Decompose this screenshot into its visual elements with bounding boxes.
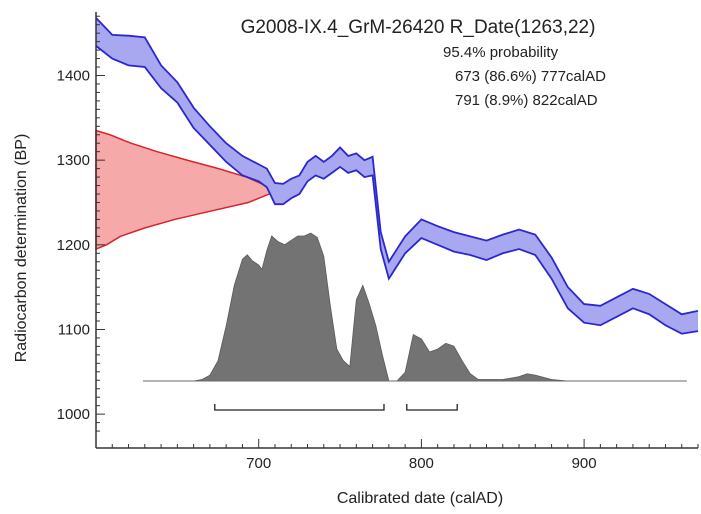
axes: 1000 1100 1200 1300 1400 700 800 900: [57, 12, 699, 472]
y-tick-label: 1400: [57, 67, 90, 84]
probability-range-brackets: [214, 404, 458, 411]
calibration-curve-upper: [95, 17, 699, 316]
chart-title: G2008-IX.4_GrM-26420 R_Date(1263,22): [241, 17, 596, 38]
x-tick-label: 900: [572, 455, 597, 472]
x-tick-label: 800: [409, 455, 434, 472]
y-tick-label: 1100: [58, 321, 90, 338]
range-bracket-1: [214, 404, 385, 411]
probability-header: 95.4% probability: [443, 44, 559, 61]
calibration-curve-lower: [95, 45, 699, 335]
calibrated-distribution: [143, 232, 687, 382]
y-tick-label: 1000: [57, 406, 90, 423]
probability-range-1: 673 (86.6%) 777calAD: [455, 68, 606, 85]
calibrated-distribution-area: [143, 232, 687, 382]
x-tick-label: 700: [246, 455, 271, 472]
y-tick-label: 1200: [57, 237, 90, 254]
probability-range-2: 791 (8.9%) 822calAD: [455, 92, 598, 109]
calibration-curve-fill: [96, 17, 698, 334]
range-bracket-2: [406, 404, 458, 411]
calibration-curve-band: [95, 17, 699, 335]
x-axis-label: Calibrated date (calAD): [337, 490, 503, 507]
y-tick-label: 1300: [57, 152, 90, 169]
y-axis-label: Radiocarbon determination (BP): [13, 134, 30, 363]
